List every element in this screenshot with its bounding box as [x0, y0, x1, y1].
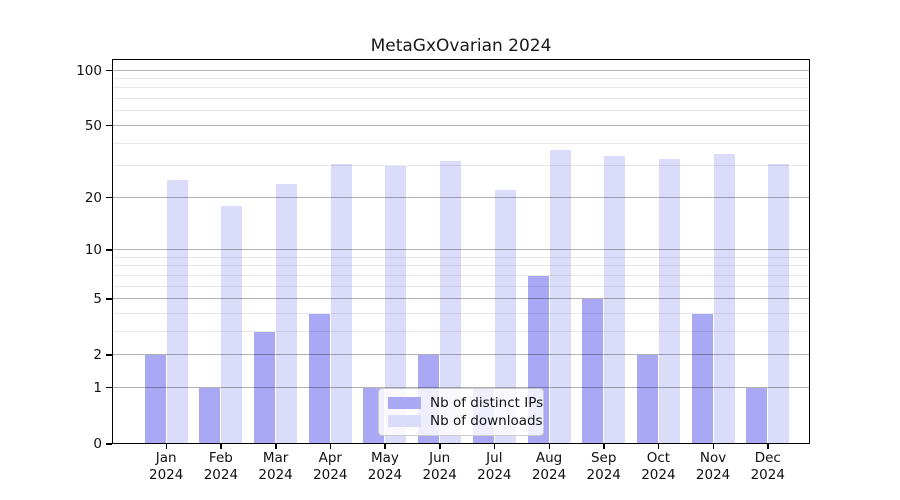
bar-downloads-jun [440, 161, 462, 444]
y-tick-mark-0 [106, 443, 112, 445]
x-tick-label-feb: Feb 2024 [203, 450, 239, 483]
bar-downloads-aug [549, 149, 571, 444]
x-tick-label-jan: Jan 2024 [149, 450, 184, 483]
y-tick-label-100: 100 [76, 62, 102, 79]
y-tick-label-2: 2 [93, 347, 102, 364]
bar-downloads-jul [494, 190, 516, 444]
y-tick-mark-10 [106, 249, 112, 251]
gridline-minor-6 [112, 285, 810, 287]
bar-distinct-ips-feb [199, 387, 221, 444]
legend-label-downloads: Nb of downloads [430, 413, 543, 429]
bar-distinct-ips-apr [308, 313, 330, 444]
bar-downloads-nov [713, 154, 735, 444]
x-tick-mark-jun [439, 444, 441, 449]
y-tick-mark-5 [106, 298, 112, 300]
gridline-minor-40 [112, 142, 810, 144]
bar-distinct-ips-sep [582, 299, 604, 444]
bar-distinct-ips-mar [254, 331, 276, 444]
bar-downloads-apr [330, 163, 352, 444]
legend-label-distinct-ips: Nb of distinct IPs [430, 395, 544, 411]
y-tick-mark-1 [106, 386, 112, 389]
x-tick-mark-jan [165, 444, 168, 449]
gridline-major-1 [112, 386, 810, 388]
y-tick-label-50: 50 [84, 117, 102, 134]
bar-downloads-feb [221, 205, 243, 444]
bar-downloads-mar [276, 183, 298, 444]
y-tick-mark-20 [106, 196, 112, 199]
gridline-major-100 [112, 69, 810, 71]
gridline-minor-80 [112, 87, 810, 89]
x-tick-label-may: May 2024 [367, 450, 403, 483]
bar-downloads-oct [658, 158, 680, 444]
y-tick-mark-50 [106, 124, 112, 127]
y-tick-label-20: 20 [84, 189, 102, 206]
bar-distinct-ips-dec [746, 387, 768, 444]
x-tick-mark-apr [329, 444, 332, 449]
gridline-minor-3 [112, 330, 810, 332]
plot-area [112, 59, 810, 444]
gridline-minor-4 [112, 312, 810, 314]
gridline-minor-8 [112, 265, 810, 267]
x-tick-mark-feb [220, 444, 222, 449]
gridline-minor-9 [112, 256, 810, 258]
gridline-minor-7 [112, 274, 810, 276]
y-tick-label-1: 1 [93, 379, 102, 396]
legend-swatch-downloads [388, 415, 421, 427]
x-tick-label-jul: Jul 2024 [477, 450, 512, 483]
legend-swatch-distinct-ips [388, 397, 421, 409]
bar-downloads-sep [604, 156, 626, 444]
gridline-minor-60 [112, 110, 810, 112]
x-tick-mark-aug [548, 444, 551, 449]
x-tick-mark-may [384, 444, 386, 449]
legend: Nb of distinct IPs Nb of downloads [378, 388, 544, 436]
y-tick-mark-100 [106, 69, 112, 72]
bar-downloads-may [385, 166, 407, 444]
x-tick-label-nov: Nov 2024 [695, 450, 731, 483]
gridline-minor-70 [112, 98, 810, 100]
gridline-minor-30 [112, 165, 810, 167]
bar-distinct-ips-oct [636, 355, 658, 444]
x-tick-mark-jul [493, 444, 496, 449]
x-tick-mark-oct [657, 444, 660, 449]
gridline-minor-90 [112, 78, 810, 80]
x-tick-mark-dec [767, 444, 769, 449]
bar-downloads-jan [166, 180, 188, 444]
bar-downloads-dec [768, 163, 790, 444]
legend-row-downloads: Nb of downloads [388, 413, 543, 429]
bar-distinct-ips-jan [144, 355, 166, 444]
x-tick-label-dec: Dec 2024 [750, 450, 785, 483]
gridline-major-10 [112, 249, 810, 251]
x-tick-label-mar: Mar 2024 [258, 450, 293, 483]
gridline-major-50 [112, 124, 810, 126]
legend-row-distinct-ips: Nb of distinct IPs [388, 395, 543, 411]
x-tick-mark-nov [712, 444, 715, 449]
x-tick-label-aug: Aug 2024 [531, 450, 567, 483]
gridline-major-5 [112, 298, 810, 300]
x-tick-label-jun: Jun 2024 [422, 450, 457, 483]
x-tick-label-apr: Apr 2024 [313, 450, 348, 483]
x-tick-label-oct: Oct 2024 [641, 450, 676, 483]
chart-title: MetaGxOvarian 2024 [370, 36, 552, 56]
gridline-major-20 [112, 196, 810, 198]
x-tick-label-sep: Sep 2024 [586, 450, 621, 483]
y-tick-mark-2 [106, 354, 112, 356]
bar-distinct-ips-nov [691, 313, 713, 444]
y-tick-label-5: 5 [93, 291, 102, 308]
x-tick-mark-mar [275, 444, 277, 449]
x-tick-mark-sep [603, 444, 605, 449]
gridline-major-2 [112, 354, 810, 356]
y-tick-label-0: 0 [93, 436, 102, 452]
y-tick-label-10: 10 [84, 242, 102, 258]
